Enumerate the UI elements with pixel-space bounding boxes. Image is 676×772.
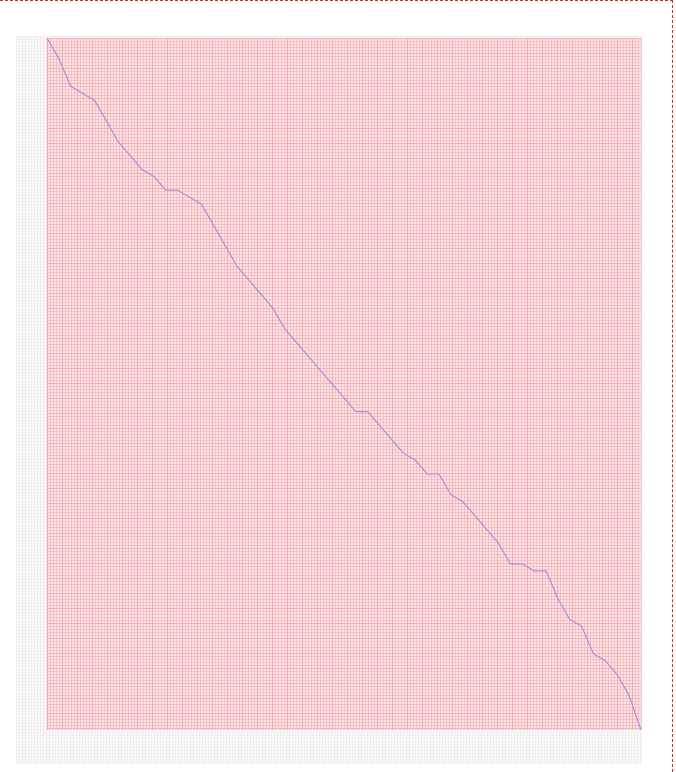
series-layer — [46, 37, 642, 731]
frame-border-right — [672, 0, 673, 772]
series-line — [46, 37, 642, 731]
frame-border-top — [0, 0, 673, 1]
plot-area-background — [47, 38, 641, 730]
